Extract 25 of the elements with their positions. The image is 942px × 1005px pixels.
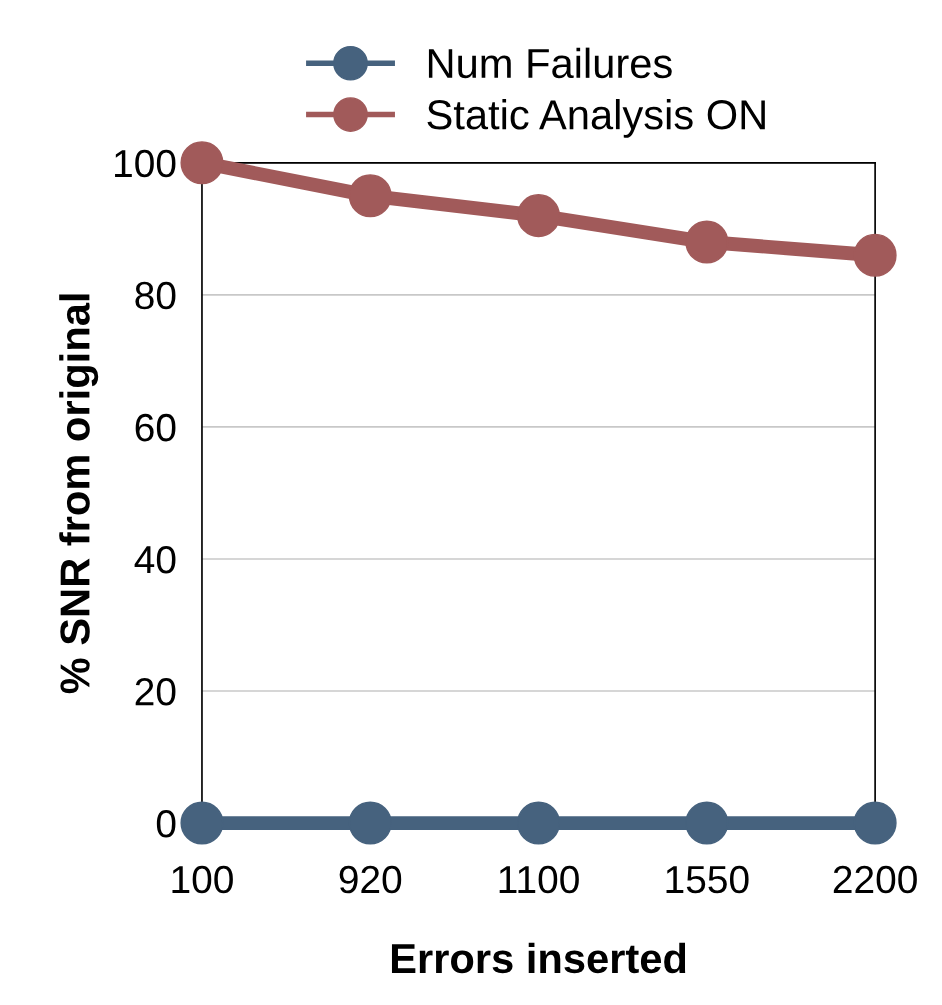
x-tick-label: 2200 [833,865,917,894]
x-tick-label: 920 [339,865,402,894]
legend-label: Static Analysis ON [427,98,765,138]
point [685,220,729,264]
y-tick-label: 0 [156,810,176,838]
y-tick-label: 20 [135,677,176,706]
point [853,233,897,277]
y-tick-label: 100 [115,149,176,178]
x-axis-title: Errors inserted [391,942,686,974]
point [348,801,392,845]
x-tick-label: 1550 [666,865,749,894]
point [517,801,561,845]
point [517,194,561,238]
y-tick-label: 40 [134,545,176,574]
y-axis-title: % SNR from original [59,294,99,694]
point [853,801,897,845]
x-tick-label: 1100 [499,865,579,894]
x-tick-label: 100 [172,865,233,894]
point [180,801,224,845]
point [180,141,224,185]
point [348,174,392,218]
y-tick-label: 80 [135,281,176,310]
point [685,801,729,845]
y-tick-label: 60 [135,413,176,442]
legend-label: Num Failures [428,47,672,79]
